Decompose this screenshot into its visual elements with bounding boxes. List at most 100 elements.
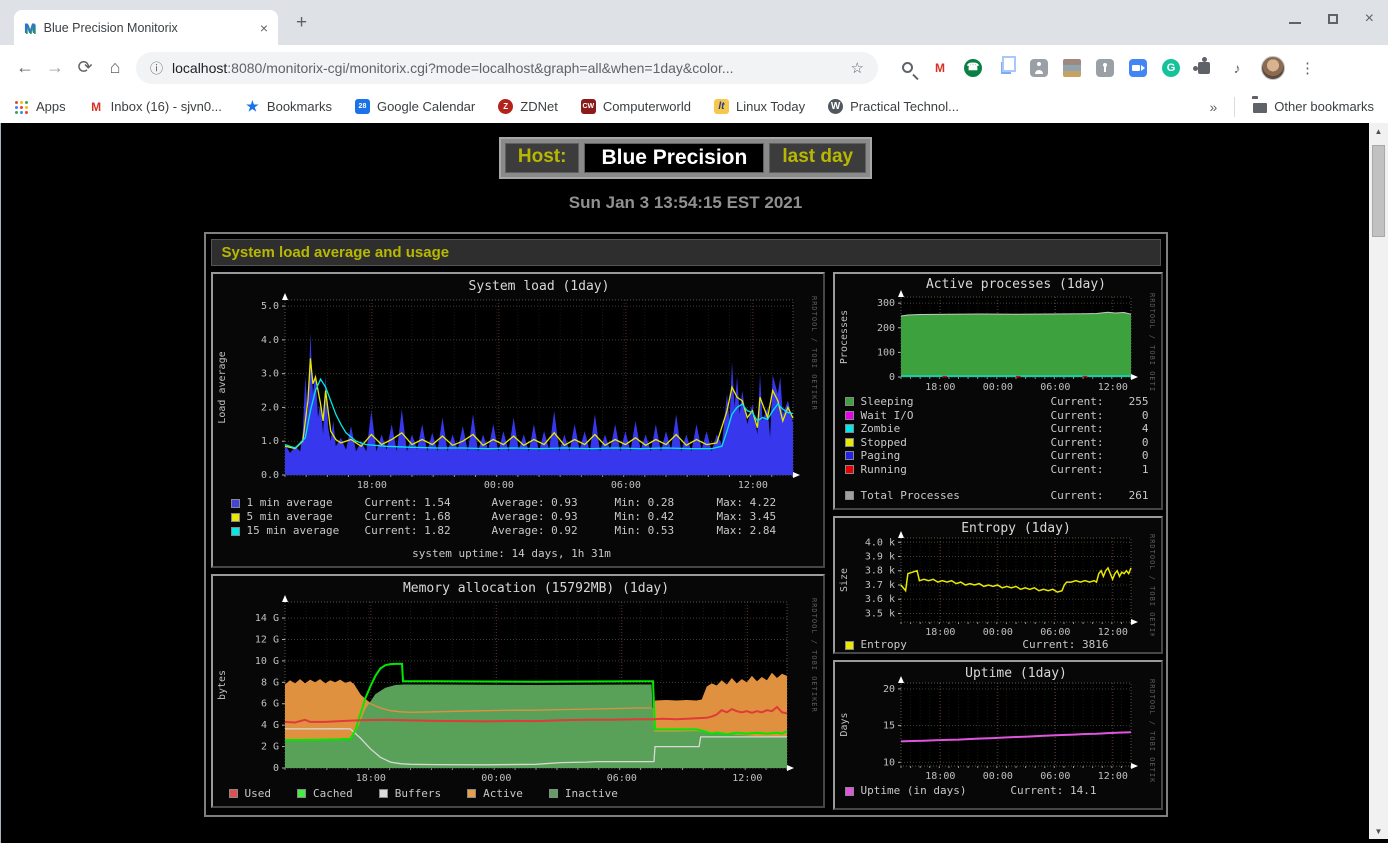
bookmark-inbox[interactable]: M Inbox (16) - sjvn0... [89, 99, 222, 114]
window-maximize-button[interactable] [1327, 14, 1338, 24]
svg-text:bytes: bytes [217, 670, 228, 700]
svg-text:Active processes (1day): Active processes (1day) [925, 277, 1105, 292]
bookmark-computerworld[interactable]: CW Computerworld [580, 99, 691, 114]
svg-text:5.0: 5.0 [260, 301, 278, 312]
legend-row: Running Current: 1 [844, 463, 1149, 477]
svg-text:15: 15 [882, 721, 894, 732]
books-ext-icon[interactable] [1063, 58, 1081, 77]
uptime-legend: Uptime (in days) Current: 14.1 [835, 782, 1161, 798]
grammarly-ext-icon[interactable]: G [1162, 58, 1180, 77]
gmail-ext-icon[interactable]: M [935, 60, 945, 75]
svg-text:1.0: 1.0 [260, 436, 278, 447]
forward-button[interactable]: → [46, 57, 64, 77]
legend-active: Active [467, 787, 523, 800]
svg-text:06:00: 06:00 [1040, 382, 1070, 392]
svg-text:14 G: 14 G [254, 613, 278, 624]
apps-grid-icon [14, 99, 29, 114]
monitorix-favicon: M [24, 19, 36, 36]
address-bar[interactable]: ⓘ localhost:8080/monitorix-cgi/monitorix… [136, 51, 878, 84]
scrollbar[interactable]: ▲ ▼ [1369, 123, 1388, 839]
svg-text:3.7 k: 3.7 k [864, 580, 894, 591]
host-header-table: Host: Blue Precision last day [498, 137, 873, 179]
extensions-puzzle-icon[interactable] [1195, 59, 1213, 77]
page-info-icon[interactable]: ⓘ [150, 61, 164, 76]
legend-swatch-stopped [844, 437, 854, 447]
reload-button[interactable]: ⟳ [77, 57, 93, 77]
entropy-legend: Entropy Current: 3816 [835, 636, 1161, 652]
copy-ext-icon[interactable] [997, 59, 1015, 77]
home-button[interactable]: ⌂ [109, 57, 121, 77]
legend-swatch-sleeping [844, 397, 854, 407]
entropy-panel: 3.5 k 3.6 k 3.7 k 3.8 k 3.9 k 4.0 k 18:00 00:00… [832, 516, 1163, 654]
wordpress-icon: W [828, 99, 844, 114]
report-date: Sun Jan 3 13:54:15 EST 2021 [568, 193, 803, 212]
svg-text:2 G: 2 G [260, 742, 278, 753]
hangouts-ext-icon[interactable]: ☎ [964, 58, 982, 77]
window-close-button[interactable]: × [1364, 10, 1374, 27]
legend-swatch-waitio [844, 410, 854, 420]
svg-text:0: 0 [272, 763, 278, 774]
scrollbar-thumb[interactable] [1372, 145, 1385, 237]
bookmark-practical-technology[interactable]: W Practical Technol... [828, 99, 959, 114]
bookmark-linux-today[interactable]: lt Linux Today [713, 99, 805, 114]
bookmark-apps[interactable]: Apps [14, 99, 66, 114]
back-button[interactable]: ← [16, 57, 34, 77]
memory-chart[interactable]: 0 2 G 4 G 6 G 8 G 10 G 12 G 14 G 18:00 00:00 06:00… [213, 576, 823, 784]
legend-row: 1 min average Current: 1.54 Average: 0.9… [230, 496, 823, 510]
scroll-up-arrow[interactable]: ▲ [1374, 126, 1383, 136]
gmail-icon: M [91, 99, 102, 114]
svg-text:18:00: 18:00 [925, 627, 955, 636]
legend-swatch-cached [297, 789, 306, 798]
anonymizer-ext-icon[interactable] [1030, 58, 1048, 77]
system-uptime-note: system uptime: 14 days, 1h 31m [412, 547, 611, 560]
url-text[interactable]: localhost:8080/monitorix-cgi/monitorix.c… [172, 60, 842, 76]
legend-swatch-5min [230, 512, 240, 522]
active-processes-chart[interactable]: 0 100 200 300 18:00 00:00 06:00 12:00 Active pro… [835, 274, 1161, 392]
window-minimize-button[interactable] [1288, 22, 1301, 24]
bookmark-google-calendar[interactable]: 28 Google Calendar [354, 99, 475, 114]
system-load-chart[interactable]: 0.0 1.0 2.0 3.0 4.0 5.0 18:00 00:00 06:00 12:00 Sy… [213, 274, 823, 492]
legend-swatch-used [228, 789, 238, 798]
bookmark-zdnet[interactable]: Z ZDNet [498, 99, 558, 114]
password-ext-icon[interactable] [1096, 58, 1114, 77]
svg-text:Size: Size [839, 568, 850, 592]
legend-row: Stopped Current: 0 [844, 436, 1149, 450]
svg-text:RRDTOOL / TOBI OETIKER: RRDTOOL / TOBI OETIKER [1148, 679, 1156, 782]
tab-title: Blue Precision Monitorix [43, 20, 178, 35]
bookmark-bookmarks[interactable]: ★ Bookmarks [246, 98, 332, 114]
svg-text:RRDTOOL / TOBI OETIKER: RRDTOOL / TOBI OETIKER [810, 598, 818, 713]
svg-text:00:00: 00:00 [982, 382, 1012, 392]
svg-text:06:00: 06:00 [606, 773, 636, 784]
tab-close-icon[interactable]: × [259, 19, 268, 36]
legend-swatch-1min [230, 498, 240, 508]
browser-tab[interactable]: M Blue Precision Monitorix × [14, 10, 278, 45]
section-title: System load average and usage [210, 239, 1161, 266]
zoom-camera-ext-icon[interactable] [1129, 58, 1147, 77]
other-bookmarks[interactable]: Other bookmarks [1252, 99, 1374, 114]
profile-avatar[interactable] [1261, 55, 1285, 80]
uptime-chart[interactable]: 10 15 20 18:00 00:00 06:00 12:00 Uptime (1day) D… [835, 662, 1161, 782]
svg-text:Uptime (1day): Uptime (1day) [965, 666, 1067, 681]
search-ext-icon[interactable] [898, 59, 916, 77]
svg-text:3.6 k: 3.6 k [864, 594, 894, 605]
legend-buffers: Buffers [378, 787, 441, 800]
menu-kebab-icon[interactable]: ⋮ [1300, 59, 1315, 77]
entropy-chart[interactable]: 3.5 k 3.6 k 3.7 k 3.8 k 3.9 k 4.0 k 18:00 00:00… [835, 518, 1161, 636]
svg-text:100: 100 [876, 347, 894, 358]
bookmark-star-icon[interactable]: ☆ [850, 59, 864, 77]
svg-text:00:00: 00:00 [481, 773, 511, 784]
svg-text:3.8 k: 3.8 k [864, 566, 894, 577]
reading-list-icon[interactable]: ♪ [1233, 59, 1241, 76]
svg-text:0: 0 [888, 372, 894, 383]
legend-swatch-zombie [844, 424, 854, 434]
svg-text:200: 200 [876, 323, 894, 334]
legend-row: Sleeping Current: 255 [844, 395, 1149, 409]
new-tab-button[interactable]: + [296, 12, 308, 33]
svg-text:6 G: 6 G [260, 699, 278, 710]
legend-swatch-entropy [844, 640, 854, 650]
bookmarks-overflow-chevron[interactable]: » [1209, 98, 1218, 115]
legend-swatch-active [467, 789, 477, 798]
svg-text:12 G: 12 G [254, 634, 278, 645]
scroll-down-arrow[interactable]: ▼ [1374, 826, 1383, 836]
legend-swatch-buffers [378, 789, 388, 798]
